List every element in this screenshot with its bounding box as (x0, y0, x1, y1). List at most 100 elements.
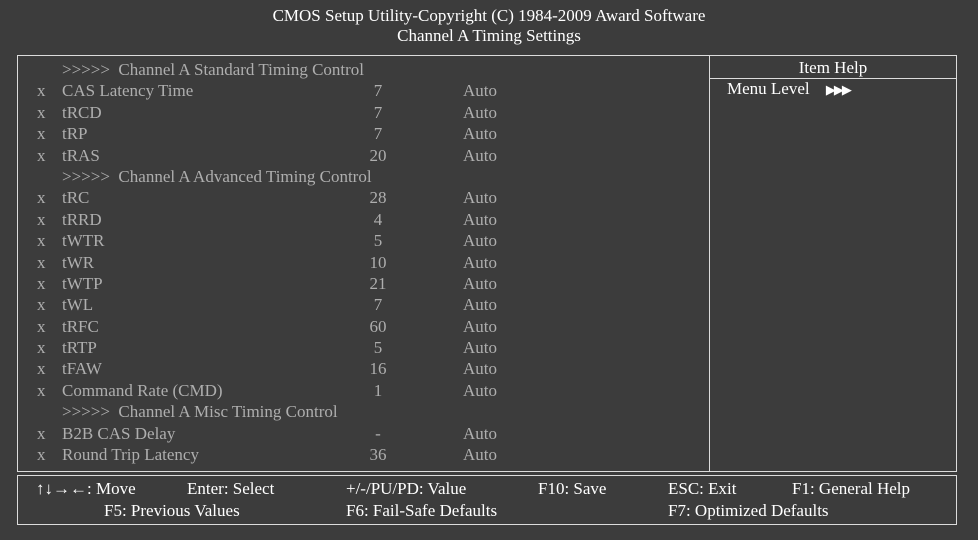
locked-marker: x (37, 423, 46, 443)
setting-label: tWR (62, 252, 95, 272)
setting-current-value: 20 (369, 145, 387, 165)
setting-option[interactable]: Auto (463, 188, 497, 208)
section-header-label: >>>>> Channel A Misc Timing Control (62, 402, 338, 422)
setting-option[interactable]: Auto (463, 359, 497, 379)
setting-label: Command Rate (CMD) (62, 380, 223, 400)
setting-row[interactable]: x tRCD 7 Auto (18, 102, 709, 123)
key-exit: ESC: Exit (668, 479, 737, 498)
key-previous-values: F5: Previous Values (104, 501, 240, 520)
locked-marker: x (37, 124, 46, 144)
key-fail-safe-defaults: F6: Fail-Safe Defaults (346, 501, 498, 520)
key-save: F10: Save (538, 479, 607, 498)
setting-label: Round Trip Latency (62, 445, 199, 465)
setting-option[interactable]: Auto (463, 295, 497, 315)
locked-marker: x (37, 188, 46, 208)
setting-row[interactable]: x tWR 10 Auto (18, 252, 709, 273)
page-title: Channel A Timing Settings (397, 26, 581, 45)
setting-row[interactable]: x tRP 7 Auto (18, 123, 709, 144)
section-header: >>>>> Channel A Advanced Timing Control (18, 166, 709, 187)
key-general-help: F1: General Help (792, 479, 911, 498)
settings-panel: >>>>> Channel A Standard Timing Control x… (17, 55, 957, 472)
locked-marker: x (37, 338, 46, 358)
setting-option[interactable]: Auto (463, 338, 497, 358)
section-header-label: >>>>> Channel A Standard Timing Control (62, 60, 365, 79)
setting-label: tFAW (62, 359, 102, 379)
setting-row[interactable]: x tRRD 4 Auto (18, 209, 709, 230)
settings-list: >>>>> Channel A Standard Timing Control x… (18, 59, 709, 465)
setting-label: tWL (62, 295, 94, 315)
setting-label: tRAS (62, 145, 100, 165)
setting-row[interactable]: x tRAS 20 Auto (18, 145, 709, 166)
setting-label: tRTP (62, 338, 97, 358)
setting-option[interactable]: Auto (463, 252, 497, 272)
key-move: ↑↓→←: Move (36, 479, 136, 498)
help-divider (710, 78, 956, 79)
setting-current-value: 7 (373, 81, 383, 101)
setting-label: tWTP (62, 273, 103, 293)
setting-option[interactable]: Auto (463, 445, 497, 465)
setting-current-value: 36 (369, 445, 387, 465)
title-bar: CMOS Setup Utility-Copyright (C) 1984-20… (0, 6, 978, 46)
setting-option[interactable]: Auto (463, 145, 497, 165)
key-optimized-defaults: F7: Optimized Defaults (668, 501, 829, 520)
setting-option[interactable]: Auto (463, 380, 497, 400)
setting-option[interactable]: Auto (463, 273, 497, 293)
setting-current-value: 10 (369, 252, 387, 272)
setting-current-value: 7 (373, 124, 383, 144)
setting-current-value: 21 (369, 273, 387, 293)
panel-divider (709, 56, 710, 471)
setting-row[interactable]: x tFAW 16 Auto (18, 358, 709, 379)
locked-marker: x (37, 231, 46, 251)
setting-current-value: 7 (373, 295, 383, 315)
setting-row[interactable]: x tWTR 5 Auto (18, 230, 709, 251)
locked-marker: x (37, 145, 46, 165)
key-select: Enter: Select (187, 479, 275, 498)
setting-current-value: 7 (373, 102, 383, 122)
item-help-title: Item Help (798, 58, 868, 77)
setting-option[interactable]: Auto (463, 231, 497, 251)
setting-current-value: 28 (369, 188, 387, 208)
setting-current-value: 16 (369, 359, 387, 379)
locked-marker: x (37, 295, 46, 315)
setting-label: tRCD (62, 102, 102, 122)
locked-marker: x (37, 102, 46, 122)
setting-option[interactable]: Auto (463, 102, 497, 122)
setting-option[interactable]: Auto (463, 209, 497, 229)
locked-marker: x (37, 209, 46, 229)
locked-marker: x (37, 359, 46, 379)
setting-label: B2B CAS Delay (62, 423, 176, 443)
setting-row[interactable]: x tWL 7 Auto (18, 294, 709, 315)
setting-row[interactable]: x Round Trip Latency 36 Auto (18, 444, 709, 465)
menu-level: Menu Level ▶▶▶ (727, 79, 852, 100)
setting-label: CAS Latency Time (62, 81, 194, 101)
setting-label: tRP (62, 124, 88, 144)
setting-row[interactable]: x tRC 28 Auto (18, 187, 709, 208)
setting-row[interactable]: x tRTP 5 Auto (18, 337, 709, 358)
setting-current-value: 1 (373, 380, 383, 400)
setting-option[interactable]: Auto (463, 316, 497, 336)
setting-row[interactable]: x B2B CAS Delay - Auto (18, 423, 709, 444)
key-help-bar: ↑↓→←: Move Enter: Select +/-/PU/PD: Valu… (17, 475, 957, 525)
setting-current-value: 5 (373, 338, 383, 358)
locked-marker: x (37, 380, 46, 400)
setting-current-value: 4 (373, 209, 383, 229)
setting-label: tWTR (62, 231, 105, 251)
setting-row[interactable]: x CAS Latency Time 7 Auto (18, 80, 709, 101)
setting-option[interactable]: Auto (463, 423, 497, 443)
setting-row[interactable]: x tWTP 21 Auto (18, 273, 709, 294)
locked-marker: x (37, 445, 46, 465)
setting-option[interactable]: Auto (463, 124, 497, 144)
setting-row[interactable]: x Command Rate (CMD) 1 Auto (18, 380, 709, 401)
section-header-label: >>>>> Channel A Advanced Timing Control (62, 166, 372, 186)
copyright-title: CMOS Setup Utility-Copyright (C) 1984-20… (272, 6, 706, 25)
locked-marker: x (37, 81, 46, 101)
key-value: +/-/PU/PD: Value (346, 479, 467, 498)
setting-current-value: 5 (373, 231, 383, 251)
setting-option[interactable]: Auto (463, 81, 497, 101)
section-header: >>>>> Channel A Standard Timing Control (18, 59, 709, 80)
setting-current-value: - (375, 423, 381, 443)
setting-row[interactable]: x tRFC 60 Auto (18, 316, 709, 337)
setting-label: tRC (62, 188, 90, 208)
setting-label: tRFC (62, 316, 99, 336)
